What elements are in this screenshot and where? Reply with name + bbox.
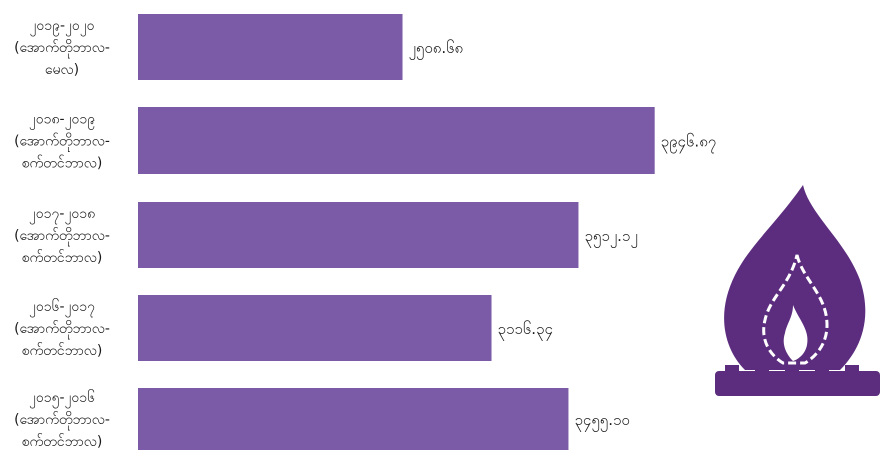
- category-label: (အောက်တိုဘာလ-: [14, 40, 110, 58]
- category-label: စက်တင်ဘာလ): [22, 156, 103, 172]
- bar: [138, 295, 492, 361]
- category-label: မေလ): [45, 62, 79, 78]
- bar: [138, 107, 655, 174]
- data-label: ၃၅၁၂.၁၂: [584, 227, 637, 248]
- bar: [138, 202, 579, 268]
- bar: [138, 14, 403, 80]
- category-label: ၂၀၁၆-၂၀၁၇: [29, 299, 95, 317]
- category-label: စက်တင်ဘာလ): [22, 434, 103, 450]
- category-label: စက်တင်ဘာလ): [22, 343, 103, 359]
- data-label: ၂၅၀၈.၆၈: [409, 39, 464, 60]
- category-label: ၂၀၁၇-၂၀၁၈: [29, 206, 95, 224]
- data-label: ၃၄၅၅.၁၀: [574, 411, 629, 432]
- category-label: (အောက်တိုဘာလ-: [14, 134, 110, 152]
- gas-flame-icon: [715, 185, 880, 396]
- category-label: (အောက်တိုဘာလ-: [14, 228, 110, 246]
- plot-area: ၂၅၀၈.၆၈ ၂၀၁၉-၂၀၂၀ (အောက်တိုဘာလ- မေလ) ၃၉၄၆.၈၇…: [14, 14, 716, 450]
- data-label: ၃၉၄၆.၈၇: [661, 133, 717, 154]
- category-label: (အောက်တိုဘာလ-: [14, 321, 110, 339]
- category-label: ၂၀၁၉-၂၀၂၀: [29, 18, 94, 36]
- bar: [138, 388, 569, 450]
- data-label: ၃၁၁၆.၃၄: [498, 320, 553, 341]
- category-label: ၂၀၁၈-၂၀၁၉: [29, 112, 95, 130]
- category-label: ၂၀၁၅-၂၀၁၆: [29, 390, 95, 408]
- category-label: စက်တင်ဘာလ): [22, 250, 103, 266]
- category-label: (အောက်တိုဘာလ-: [14, 412, 110, 430]
